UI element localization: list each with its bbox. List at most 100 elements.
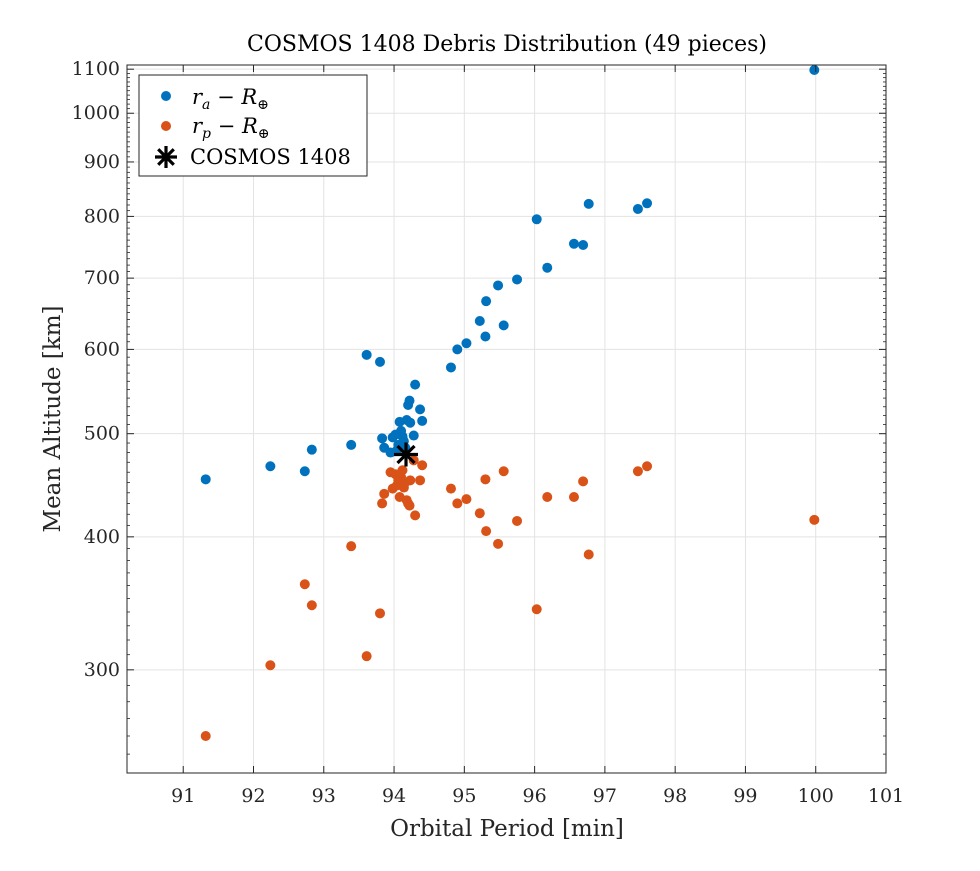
cosmos-1408-marker [394,442,419,467]
point-ra [377,433,388,444]
y-tick-label: 900 [84,151,120,173]
point-ra [417,415,428,426]
point-rp [568,492,579,503]
x-tick-labels: 91 92 93 94 95 96 97 98 99 100 101 [171,785,904,807]
point-rp [404,500,415,511]
legend: ra − R⊕ rp − R⊕ COSMOS 1408 [138,74,368,177]
point-rp [642,461,653,472]
point-rp [361,651,372,662]
data-points [200,65,820,741]
point-ra [474,316,485,327]
point-ra [404,395,415,406]
point-rp [379,488,390,499]
point-ra [375,356,385,367]
legend-label-rp: rp − R⊕ [192,114,270,142]
y-tick-label: 700 [84,267,120,289]
x-tick-label: 96 [523,785,547,807]
x-tick-label: 91 [171,785,195,807]
x-tick-label: 100 [798,785,834,807]
x-tick-label: 99 [733,785,757,807]
point-rp [480,474,491,485]
point-rp [583,549,594,560]
y-tick-labels: 300 400 500 600 700 800 900 1000 1100 [72,58,120,681]
point-rp [461,494,472,505]
point-ra [408,430,419,441]
point-rp [632,466,643,477]
point-ra [480,331,491,342]
legend-label-cosmos: COSMOS 1408 [190,145,351,169]
x-tick-label: 93 [312,785,336,807]
point-ra [493,280,504,291]
x-axis-label: Orbital Period [min] [390,816,624,842]
point-ra [642,198,653,209]
point-rp [377,498,388,509]
point-rp [493,538,504,549]
point-ra [452,344,463,355]
point-rp [265,660,276,671]
x-tick-label: 95 [452,785,476,807]
y-tick-label: 800 [84,205,120,227]
point-ra [361,349,372,360]
point-ra [461,338,472,349]
x-tick-label: 92 [241,785,265,807]
point-ra [415,404,426,415]
point-rp [346,541,357,552]
point-ra [568,238,579,249]
point-rp [417,460,428,471]
point-ra [410,379,421,390]
legend-marker-cosmos [155,146,177,168]
point-ra [299,466,310,477]
point-rp [809,514,820,525]
x-tick-label: 101 [868,785,904,807]
point-rp [542,492,553,503]
point-ra [498,320,509,331]
legend-marker-ra [161,91,171,101]
grid-lines [127,65,887,773]
y-axis-label: Mean Altitude [km] [40,306,66,533]
x-tick-label: 97 [593,785,617,807]
x-tick-label: 98 [663,785,687,807]
point-ra [346,439,357,450]
x-tick-label: 94 [382,785,406,807]
point-ra [481,296,492,307]
point-ra [200,474,211,485]
y-tick-label: 500 [84,423,120,445]
y-tick-label: 1100 [72,58,120,80]
point-rp [410,510,421,521]
point-rp [531,604,542,615]
point-ra [445,362,456,373]
point-ra [809,65,820,76]
point-ra [578,240,589,251]
point-ra [632,203,643,214]
point-ra [542,262,553,273]
point-rp [578,476,589,487]
point-rp [481,526,492,537]
point-rp [445,483,456,494]
point-rp [415,475,426,486]
axes-box [126,64,887,774]
point-ra [405,417,416,428]
y-tick-label: 1000 [72,102,120,124]
point-rp [299,579,310,590]
legend-box [138,74,368,177]
y-tick-label: 600 [84,338,120,360]
point-ra [512,274,523,285]
y-tick-label: 300 [84,659,120,681]
legend-asterisk [155,146,177,168]
point-ra [531,214,542,225]
point-ra [265,461,276,472]
legend-marker-rp [161,121,171,131]
point-rp [498,466,509,477]
point-ra [583,198,594,209]
point-rp [375,608,385,619]
point-ra [306,444,317,455]
point-rp [200,730,211,741]
point-rp [397,465,408,476]
point-rp [512,515,523,526]
y-tick-label: 400 [84,526,120,548]
point-rp [452,498,463,509]
legend-label-ra: ra − R⊕ [192,85,269,113]
point-rp [405,475,416,486]
chart-title: COSMOS 1408 Debris Distribution (49 piec… [247,32,767,57]
